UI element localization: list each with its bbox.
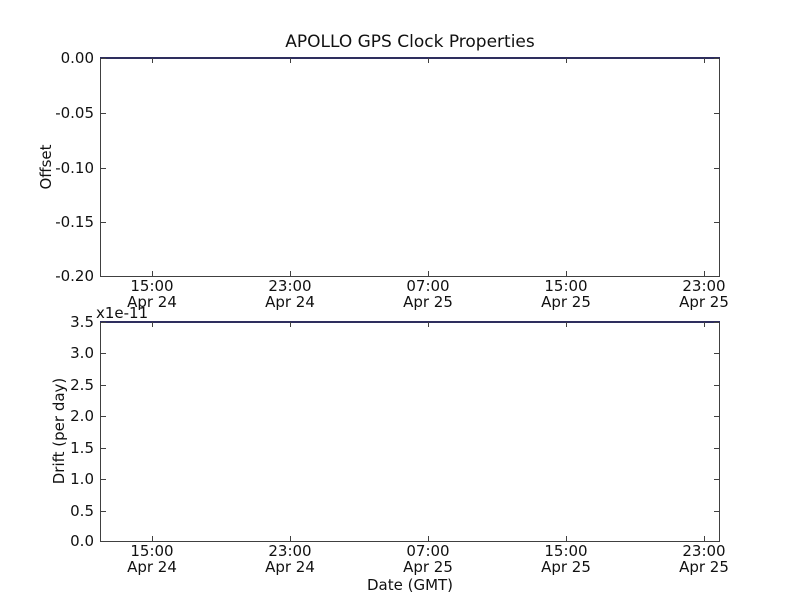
x-tick-time: 23:00 bbox=[682, 277, 726, 295]
x-tick-mark bbox=[704, 322, 705, 327]
y-tick-mark bbox=[714, 384, 719, 386]
x-tick-mark bbox=[152, 536, 153, 541]
drift-plot-area bbox=[100, 321, 720, 542]
drift-series-line bbox=[100, 321, 720, 323]
x-tick-label: 07:00 Apr 25 bbox=[373, 278, 483, 310]
y-tick-mark bbox=[101, 416, 106, 418]
x-tick-label: 07:00 Apr 25 bbox=[373, 543, 483, 575]
x-tick-time: 23:00 bbox=[268, 542, 312, 560]
x-tick-mark bbox=[428, 271, 429, 276]
y-tick-mark bbox=[101, 447, 106, 449]
x-tick-date: Apr 25 bbox=[403, 558, 453, 576]
x-tick-date: Apr 24 bbox=[127, 558, 177, 576]
x-tick-mark bbox=[290, 58, 291, 63]
y-tick-mark bbox=[714, 479, 719, 481]
x-tick-time: 15:00 bbox=[544, 277, 588, 295]
x-tick-mark bbox=[704, 271, 705, 276]
y-tick-mark bbox=[714, 447, 719, 449]
offset-series-line bbox=[100, 57, 720, 59]
x-tick-mark bbox=[428, 322, 429, 327]
x-tick-mark bbox=[704, 536, 705, 541]
y-tick-mark bbox=[101, 353, 106, 355]
y-tick-mark bbox=[714, 541, 719, 542]
y-tick-mark bbox=[101, 167, 106, 169]
x-tick-time: 07:00 bbox=[406, 542, 450, 560]
x-axis-label: Date (GMT) bbox=[366, 576, 454, 594]
x-tick-mark bbox=[428, 58, 429, 63]
x-tick-time: 23:00 bbox=[268, 277, 312, 295]
x-tick-mark bbox=[152, 58, 153, 63]
x-tick-mark bbox=[566, 58, 567, 63]
y-tick-label: 3.5 bbox=[70, 313, 94, 331]
y-tick-label: -0.05 bbox=[55, 103, 94, 122]
y-tick-mark bbox=[714, 510, 719, 512]
chart-title: APOLLO GPS Clock Properties bbox=[285, 32, 535, 52]
y-tick-label: -0.15 bbox=[55, 213, 94, 232]
x-tick-time: 15:00 bbox=[544, 542, 588, 560]
x-tick-label: 23:00 Apr 24 bbox=[235, 278, 345, 310]
y-tick-mark bbox=[714, 58, 719, 59]
y-tick-mark bbox=[714, 222, 719, 224]
x-tick-date: Apr 25 bbox=[679, 558, 729, 576]
y-tick-mark bbox=[101, 276, 106, 277]
x-tick-mark bbox=[290, 271, 291, 276]
x-tick-mark bbox=[290, 536, 291, 541]
x-tick-label: 15:00 Apr 25 bbox=[511, 278, 621, 310]
x-tick-mark bbox=[566, 322, 567, 327]
y-tick-label: -0.20 bbox=[55, 267, 94, 285]
x-tick-label: 15:00 Apr 25 bbox=[511, 543, 621, 575]
y-tick-label: 1.0 bbox=[70, 470, 94, 489]
y-tick-mark bbox=[101, 479, 106, 481]
x-tick-mark bbox=[290, 322, 291, 327]
x-tick-date: Apr 24 bbox=[265, 558, 315, 576]
x-tick-date: Apr 24 bbox=[265, 293, 315, 311]
y-tick-label: 2.0 bbox=[70, 407, 94, 426]
y-tick-mark bbox=[714, 322, 719, 323]
x-tick-mark bbox=[566, 271, 567, 276]
x-tick-date: Apr 24 bbox=[127, 293, 177, 311]
x-tick-mark bbox=[428, 536, 429, 541]
y-axis-multiplier-text: x1e-11 bbox=[96, 304, 149, 322]
x-tick-date: Apr 25 bbox=[541, 558, 591, 576]
y-tick-mark bbox=[714, 112, 719, 114]
y-tick-label: 0.0 bbox=[70, 532, 94, 550]
y-tick-mark bbox=[101, 58, 106, 59]
y-tick-mark bbox=[101, 541, 106, 542]
y-tick-label: 1.5 bbox=[70, 438, 94, 457]
x-tick-mark bbox=[704, 58, 705, 63]
y-tick-mark bbox=[101, 384, 106, 386]
y-tick-label: 0.5 bbox=[70, 501, 94, 520]
offset-plot-area bbox=[100, 57, 720, 277]
y-tick-mark bbox=[101, 112, 106, 114]
y-tick-mark bbox=[714, 276, 719, 277]
x-tick-mark bbox=[152, 322, 153, 327]
y-tick-mark bbox=[101, 322, 106, 323]
y-tick-mark bbox=[101, 510, 106, 512]
y-tick-label: 0.00 bbox=[60, 49, 94, 67]
y-tick-label: 3.0 bbox=[70, 344, 94, 363]
x-tick-label: 15:00 Apr 24 bbox=[97, 543, 207, 575]
x-tick-mark bbox=[566, 536, 567, 541]
x-tick-date: Apr 25 bbox=[541, 293, 591, 311]
y-tick-label: 2.5 bbox=[70, 375, 94, 394]
y-tick-mark bbox=[101, 222, 106, 224]
x-tick-time: 15:00 bbox=[130, 277, 174, 295]
y-tick-mark bbox=[714, 167, 719, 169]
x-tick-label: 15:00 Apr 24 bbox=[97, 278, 207, 310]
y-tick-mark bbox=[714, 353, 719, 355]
x-tick-time: 15:00 bbox=[130, 542, 174, 560]
x-tick-date: Apr 25 bbox=[679, 293, 729, 311]
y-tick-label: -0.10 bbox=[55, 158, 94, 177]
x-tick-label: 23:00 Apr 24 bbox=[235, 543, 345, 575]
x-tick-time: 23:00 bbox=[682, 542, 726, 560]
x-tick-label: 23:00 Apr 25 bbox=[649, 543, 759, 575]
x-tick-date: Apr 25 bbox=[403, 293, 453, 311]
y-tick-mark bbox=[714, 416, 719, 418]
x-tick-time: 07:00 bbox=[406, 277, 450, 295]
x-tick-mark bbox=[152, 271, 153, 276]
x-tick-label: 23:00 Apr 25 bbox=[649, 278, 759, 310]
